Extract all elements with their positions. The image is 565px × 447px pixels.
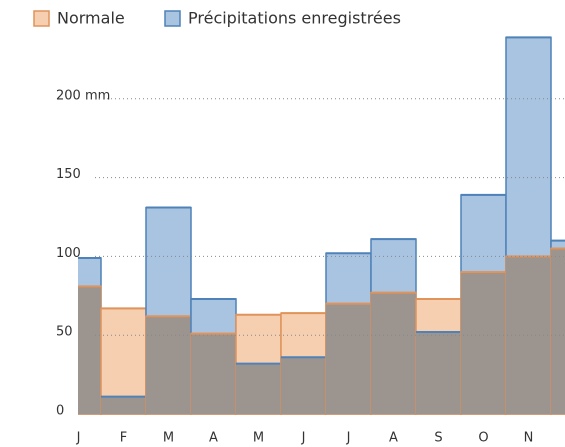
overlap-bar <box>191 333 236 414</box>
overlap-bar <box>146 316 191 414</box>
y-tick-label: 50 <box>56 325 73 340</box>
x-tick-label: N <box>524 431 534 446</box>
legend-swatch <box>164 10 181 27</box>
x-tick-label: M <box>253 431 264 446</box>
y-tick-label: 150 <box>56 167 81 182</box>
overlap-bar <box>371 292 416 414</box>
x-tick-label: M <box>163 431 174 446</box>
x-tick-label: O <box>478 431 488 446</box>
y-tick-label: 200 mm <box>56 88 110 103</box>
legend-label: Normale <box>57 9 125 28</box>
legend-label: Précipitations enregistrées <box>188 9 401 28</box>
overlap-bar <box>551 248 565 414</box>
x-tick-label: J <box>76 431 81 446</box>
plot-area <box>78 36 565 415</box>
y-tick-label: 0 <box>56 404 64 419</box>
overlap-bar <box>326 303 371 414</box>
overlap-bar <box>78 286 101 414</box>
x-tick-label: S <box>434 431 442 446</box>
legend-swatch <box>33 10 50 27</box>
overlap-bar <box>416 332 461 414</box>
x-tick-label: A <box>209 431 218 446</box>
x-tick-label: F <box>120 431 127 446</box>
x-tick-label: A <box>389 431 398 446</box>
overlap-bar <box>506 256 551 414</box>
x-tick-label: J <box>301 431 306 446</box>
x-tick-label: J <box>346 431 351 446</box>
overlap-bar <box>461 272 506 414</box>
overlap-bar <box>281 357 326 414</box>
overlap-bar <box>101 396 146 414</box>
y-tick-label: 100 <box>56 246 81 261</box>
overlap-bar <box>236 363 281 414</box>
